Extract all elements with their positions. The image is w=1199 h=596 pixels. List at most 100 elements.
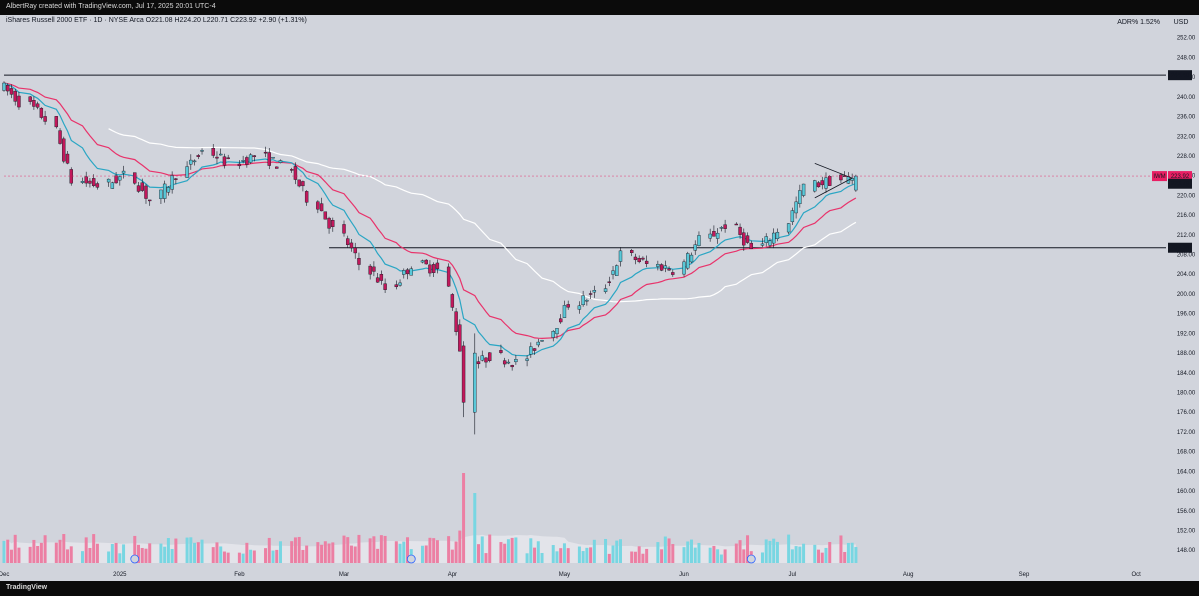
volume-bar — [245, 542, 249, 563]
volume-bar — [611, 545, 615, 563]
volume-bar — [222, 551, 226, 563]
candle-body — [379, 274, 384, 281]
volume-bar — [768, 540, 772, 563]
level-badge — [1168, 70, 1192, 81]
candle-body — [615, 265, 619, 276]
volume-bar — [525, 553, 529, 563]
candle-body — [6, 85, 10, 92]
volume-bar — [346, 537, 350, 563]
candle-body — [484, 357, 488, 363]
volume-bar — [357, 534, 361, 563]
volume-bar — [589, 547, 593, 563]
candle-body — [529, 346, 533, 355]
volume-bar — [746, 535, 750, 563]
volume-bar — [6, 539, 10, 563]
volume-bar — [447, 536, 451, 563]
price-tick-label: 252.00 — [1177, 36, 1196, 42]
candle-body — [719, 227, 724, 229]
volume-bar — [854, 547, 858, 563]
candle-body — [708, 233, 712, 239]
candle-body — [349, 242, 354, 249]
candle-body — [790, 210, 795, 223]
candle-body — [84, 176, 88, 184]
candle-body — [723, 224, 727, 229]
volume-bar — [368, 538, 372, 563]
volume-bar — [824, 547, 828, 563]
time-axis: Dec 2025 Feb Mar Apr May Jun Jul Aug Sep Oct — [0, 572, 1141, 578]
candle-body — [742, 232, 746, 246]
volume-bar — [775, 541, 779, 563]
candle-body — [222, 156, 227, 166]
candle-body — [697, 235, 701, 246]
volume-bar — [297, 536, 301, 563]
chart-area[interactable]: 252.00248.00244.00240.00236.00232.00228.… — [0, 15, 1199, 581]
candle-body — [712, 231, 716, 237]
candle-body — [91, 178, 96, 186]
volume-bar — [379, 535, 383, 563]
candle-body — [394, 284, 399, 288]
volume-bar — [122, 544, 126, 563]
volume-bar — [13, 534, 17, 563]
volume-bar — [9, 549, 13, 563]
volume-bar — [376, 548, 380, 563]
volume-bar — [719, 554, 723, 563]
volume-bar — [828, 541, 832, 563]
candle-body — [644, 260, 649, 264]
volume-bar — [790, 549, 794, 563]
volume-bar — [88, 547, 92, 563]
candle-body — [663, 265, 668, 269]
volume-bar — [275, 549, 279, 563]
volume-bar — [394, 541, 398, 563]
candle-body — [820, 180, 824, 186]
candle-body — [682, 261, 686, 275]
candle-body — [327, 217, 331, 229]
candle-body — [592, 290, 597, 293]
volume-bar — [398, 543, 402, 563]
candle-body — [499, 350, 503, 353]
time-tick-label: 2025 — [113, 572, 127, 578]
volume-bar — [118, 553, 122, 563]
price-tick-label: 240.00 — [1177, 95, 1196, 101]
candle-body — [368, 265, 372, 275]
candle-body — [248, 154, 253, 163]
candle-body — [252, 155, 257, 158]
volume-bar — [633, 551, 637, 563]
candle-body — [2, 82, 6, 91]
chart-title: iShares Russell 2000 ETF · 1D · NYSE Arc… — [6, 17, 307, 24]
volume-bar — [84, 537, 88, 563]
volume-bar — [402, 541, 406, 563]
price-tick-label: 176.00 — [1177, 410, 1196, 416]
volume-bar — [28, 546, 32, 563]
candle-body — [667, 268, 671, 271]
volume-bar — [331, 542, 335, 563]
volume-bar — [264, 548, 268, 563]
volume-bar — [477, 544, 481, 563]
volume-bar — [458, 530, 462, 563]
volume-bar — [43, 535, 47, 563]
footer-bar: TradingView — [0, 581, 1199, 596]
candle-body — [581, 295, 585, 306]
volume-bar — [170, 548, 174, 563]
candle-body — [611, 270, 615, 275]
candle-body — [502, 360, 507, 365]
candle-body — [398, 282, 402, 286]
dividend-marker-icon — [406, 554, 416, 564]
candle-body — [118, 176, 122, 181]
volume-bar — [193, 542, 197, 563]
volume-bar — [174, 538, 178, 563]
candle-body — [458, 324, 462, 352]
level-badge-label: 209.38 — [1171, 246, 1190, 252]
time-tick-label: Dec — [0, 572, 9, 578]
volume-bar — [290, 541, 294, 563]
sma-long-line — [108, 128, 857, 303]
volume-bar — [293, 537, 297, 563]
candle-body — [794, 201, 798, 214]
candle-body — [431, 264, 436, 273]
volume-bar — [454, 541, 458, 563]
candle-body — [424, 259, 428, 265]
price-tick-label: 172.00 — [1177, 430, 1196, 436]
candle-body — [428, 264, 432, 274]
candle-body — [402, 270, 406, 275]
candle-body — [801, 183, 806, 196]
price-chart-svg[interactable]: 252.00248.00244.00240.00236.00232.00228.… — [0, 15, 1199, 581]
